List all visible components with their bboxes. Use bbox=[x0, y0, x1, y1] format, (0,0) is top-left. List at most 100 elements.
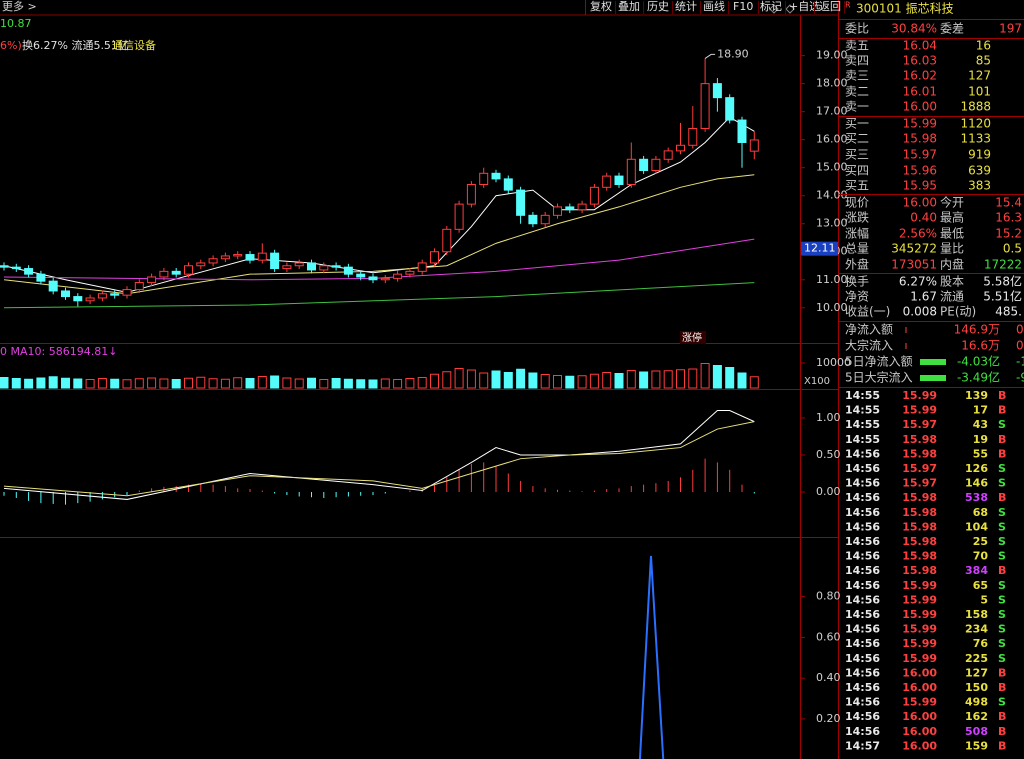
stat-label: 总量 bbox=[845, 242, 869, 256]
trade-price: 15.97 bbox=[902, 462, 937, 475]
stat-label: 最低 bbox=[940, 227, 964, 241]
volume-bar bbox=[0, 377, 9, 389]
stat-value: 345272 bbox=[891, 242, 937, 256]
book-volume: 919 bbox=[968, 148, 991, 162]
volume-bar bbox=[737, 372, 747, 389]
volume-bar bbox=[122, 379, 132, 389]
moving-average bbox=[3, 282, 755, 309]
volume-bar bbox=[319, 379, 329, 389]
trade-side: S bbox=[998, 550, 1006, 563]
trade-side: S bbox=[998, 506, 1006, 519]
toolbar-button[interactable]: 返回 bbox=[819, 0, 841, 13]
last-price: 10.87 bbox=[0, 17, 32, 30]
stat-value: 15.4 bbox=[995, 196, 1022, 210]
volume-bar bbox=[294, 378, 304, 389]
moving-average bbox=[3, 174, 755, 295]
candle-body bbox=[134, 282, 144, 291]
limit-label-bg bbox=[680, 331, 706, 344]
stat-label: 最高 bbox=[940, 210, 964, 225]
toolbar-button[interactable]: 标记 bbox=[760, 0, 782, 13]
volume-bar bbox=[257, 376, 267, 389]
trade-price: 15.98 bbox=[902, 491, 937, 504]
trade-side: S bbox=[998, 418, 1006, 431]
trade-time: 14:56 bbox=[845, 725, 880, 738]
book-label: 卖二 bbox=[845, 85, 869, 99]
toolbar-button[interactable]: +自选 bbox=[789, 0, 820, 13]
candle-body bbox=[676, 144, 685, 152]
y-tick-label: 0.50 bbox=[816, 448, 841, 461]
volume-bar bbox=[491, 370, 501, 389]
y-tick-label: 14.00 bbox=[816, 189, 848, 202]
trade-time: 14:55 bbox=[845, 433, 880, 446]
trade-time: 14:56 bbox=[845, 506, 880, 519]
toolbar-button[interactable]: 统计 bbox=[675, 0, 697, 13]
candle-body bbox=[36, 273, 46, 282]
toolbar-button[interactable]: 复权 bbox=[590, 0, 612, 13]
more-button[interactable]: 更多 > bbox=[2, 0, 37, 13]
y-tick-label: 0.20 bbox=[816, 712, 841, 725]
volume-bar bbox=[712, 365, 722, 389]
trade-price: 15.99 bbox=[902, 389, 937, 402]
volume-bar bbox=[61, 377, 70, 389]
trade-time: 14:56 bbox=[845, 564, 880, 577]
trade-time: 14:56 bbox=[845, 477, 880, 490]
stat-label: PE(动) bbox=[940, 305, 976, 319]
volume-bar bbox=[589, 373, 599, 389]
stat-value: 16.00 bbox=[903, 196, 937, 210]
value: 30.84% bbox=[891, 22, 937, 36]
candle-body bbox=[368, 276, 378, 281]
trade-time: 14:56 bbox=[845, 579, 880, 592]
candle-body bbox=[626, 158, 636, 186]
trade-time: 14:56 bbox=[845, 608, 880, 621]
trade-time: 14:56 bbox=[845, 666, 880, 679]
window-icons[interactable] bbox=[769, 4, 795, 14]
stat-label: 量比 bbox=[940, 242, 964, 256]
candle-body bbox=[97, 293, 107, 299]
trade-time: 14:55 bbox=[845, 418, 880, 431]
book-volume: 383 bbox=[968, 179, 991, 193]
book-label: 买四 bbox=[845, 164, 869, 178]
toolbar-button[interactable]: 叠加 bbox=[618, 0, 640, 13]
trade-price: 15.98 bbox=[902, 535, 937, 548]
stat-label: 净资 bbox=[845, 290, 869, 304]
y-tick-label: 0.60 bbox=[816, 630, 841, 643]
stat-label: 涨幅 bbox=[845, 226, 869, 241]
toolbar-button[interactable]: 历史 bbox=[647, 0, 669, 13]
stat-value: 485. bbox=[995, 305, 1022, 319]
candle-body bbox=[294, 262, 304, 267]
toolbar-button[interactable]: 画线 bbox=[703, 0, 725, 13]
flow-value: -4.03亿 bbox=[957, 354, 1000, 369]
stat-value: 0.40 bbox=[910, 211, 937, 225]
trade-side: B bbox=[998, 739, 1006, 752]
stat-value: 0.008 bbox=[903, 305, 937, 319]
book-volume: 1888 bbox=[960, 100, 991, 114]
stat-value: 17222 bbox=[984, 258, 1022, 272]
y-tick-label: 10000 bbox=[816, 356, 851, 369]
trade-volume: 126 bbox=[965, 462, 988, 475]
trade-price: 15.99 bbox=[902, 637, 937, 650]
candle-body bbox=[319, 265, 329, 271]
volume-bar bbox=[405, 378, 415, 389]
volume-bar bbox=[442, 371, 452, 389]
trade-volume: 498 bbox=[965, 696, 988, 709]
trade-side: B bbox=[998, 491, 1006, 504]
trade-price: 15.99 bbox=[902, 404, 937, 417]
trade-volume: 158 bbox=[965, 608, 988, 621]
candle-body bbox=[417, 262, 427, 272]
price-tag-bg bbox=[801, 241, 838, 256]
trade-side: B bbox=[998, 404, 1006, 417]
candle-body bbox=[245, 254, 255, 261]
candle-body bbox=[85, 297, 95, 302]
trade-volume: 508 bbox=[965, 725, 988, 738]
badge: R bbox=[845, 1, 851, 10]
volume-bar bbox=[454, 368, 464, 389]
macd-line bbox=[3, 421, 755, 497]
toolbar-button[interactable]: F10 bbox=[733, 0, 753, 13]
volume-bar bbox=[676, 369, 685, 389]
candle-body bbox=[184, 265, 193, 275]
trade-volume: 43 bbox=[973, 418, 988, 431]
flow-value: 146.9万 bbox=[954, 323, 1000, 337]
stat-label: 换手 bbox=[845, 275, 869, 289]
volume-bar bbox=[11, 378, 21, 389]
